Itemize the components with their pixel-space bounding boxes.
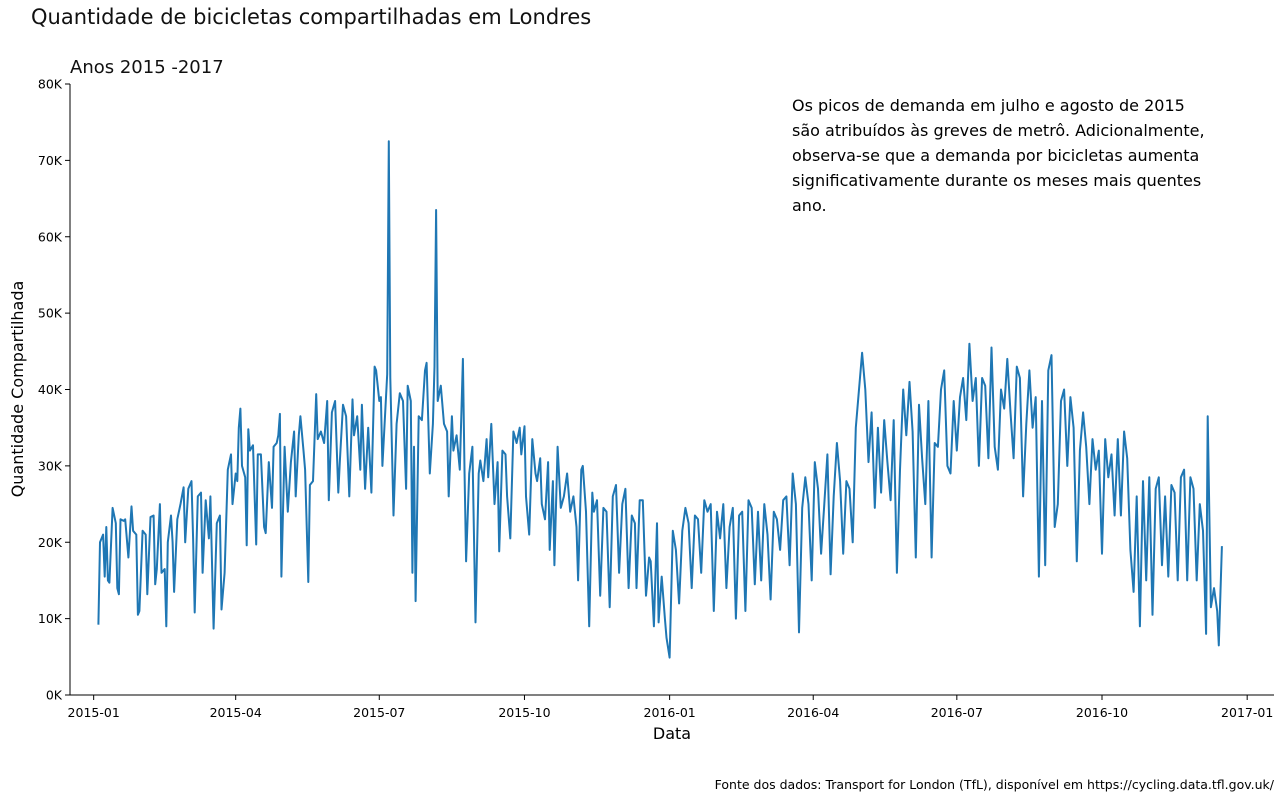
- chart-title: Quantidade de bicicletas compartilhadas …: [31, 5, 592, 29]
- y-tick-label: 40K: [38, 382, 63, 397]
- annotation-line: são atribuídos às greves de metrô. Adici…: [792, 121, 1205, 140]
- y-tick-label: 80K: [38, 77, 63, 92]
- x-tick-label: 2016-01: [644, 705, 696, 720]
- y-tick-label: 50K: [38, 306, 63, 321]
- x-tick-label: 2017-01: [1221, 705, 1273, 720]
- annotation-line: Os picos de demanda em julho e agosto de…: [792, 96, 1185, 115]
- y-tick-label: 20K: [38, 535, 63, 550]
- data-source-note: Fonte dos dados: Transport for London (T…: [714, 777, 1274, 792]
- x-tick-label: 2016-10: [1076, 705, 1128, 720]
- x-tick-label: 2015-10: [498, 705, 550, 720]
- y-axis-label: Quantidade Compartilhada: [8, 281, 27, 498]
- x-tick-label: 2015-01: [68, 705, 120, 720]
- y-tick-label: 0K: [46, 688, 63, 703]
- annotation-text: Os picos de demanda em julho e agosto de…: [792, 93, 1252, 218]
- y-tick-label: 60K: [38, 229, 63, 244]
- series-line-bike-count: [97, 140, 1223, 659]
- x-tick-label: 2016-04: [787, 705, 839, 720]
- x-tick-label: 2015-07: [353, 705, 405, 720]
- y-tick-label: 30K: [38, 458, 63, 473]
- y-tick-label: 70K: [38, 153, 63, 168]
- x-tick-label: 2015-04: [210, 705, 262, 720]
- annotation-line: ano.: [792, 196, 827, 215]
- x-axis: 2015-01 2015-04 2015-07 2015-10 2016-01 2016-…: [68, 694, 1274, 720]
- annotation-line: observa-se que a demanda por bicicletas …: [792, 146, 1200, 165]
- x-axis-label: Data: [653, 724, 691, 743]
- x-tick-label: 2016-07: [931, 705, 983, 720]
- annotation-line: significativamente durante os meses mais…: [792, 171, 1202, 190]
- y-axis: 0K 10K 20K 30K 40K 50K 60K 70K 80K: [38, 77, 71, 703]
- y-tick-label: 10K: [38, 611, 63, 626]
- chart-subtitle: Anos 2015 -2017: [70, 57, 224, 78]
